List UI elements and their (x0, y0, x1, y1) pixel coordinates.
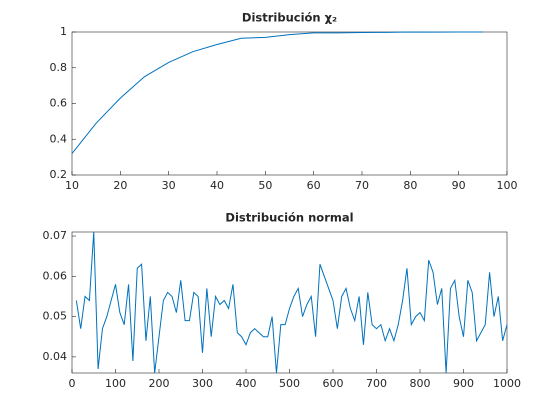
y-tick-label: 0.6 (50, 97, 68, 110)
chart-title: Distribución χ₂ (242, 11, 337, 25)
y-tick-label: 0.07 (43, 229, 68, 242)
x-tick-label: 40 (210, 179, 224, 192)
x-tick-label: 100 (497, 179, 518, 192)
x-tick-label: 60 (307, 179, 321, 192)
x-tick-label: 10 (65, 179, 79, 192)
axes-box (71, 231, 508, 374)
y-tick-label: 0.4 (50, 132, 68, 145)
x-tick-label: 70 (355, 179, 369, 192)
x-tick-label: 90 (452, 179, 466, 192)
x-tick-label: 30 (162, 179, 176, 192)
x-tick-label: 100 (105, 377, 126, 390)
x-tick-label: 800 (410, 377, 431, 390)
x-tick-label: 80 (403, 179, 417, 192)
chart-title: Distribución normal (225, 211, 353, 225)
y-tick-label: 0.04 (43, 350, 68, 363)
x-tick-label: 600 (323, 377, 344, 390)
x-tick-label: 200 (149, 377, 170, 390)
x-tick-label: 500 (279, 377, 300, 390)
y-tick-label: 0.8 (50, 61, 68, 74)
x-tick-label: 300 (192, 377, 213, 390)
axes-box (71, 31, 508, 176)
x-tick-label: 50 (258, 179, 272, 192)
y-tick-label: 1 (60, 25, 67, 38)
x-tick-label: 20 (113, 179, 127, 192)
y-tick-label: 0.06 (43, 269, 68, 282)
y-tick-label: 0.2 (50, 168, 68, 181)
x-tick-label: 0 (69, 377, 76, 390)
x-tick-label: 400 (236, 377, 257, 390)
data-line (75, 231, 508, 374)
x-tick-label: 1000 (493, 377, 521, 390)
y-tick-label: 0.05 (43, 310, 68, 323)
x-tick-label: 700 (366, 377, 387, 390)
data-line (71, 31, 483, 154)
x-tick-label: 900 (453, 377, 474, 390)
